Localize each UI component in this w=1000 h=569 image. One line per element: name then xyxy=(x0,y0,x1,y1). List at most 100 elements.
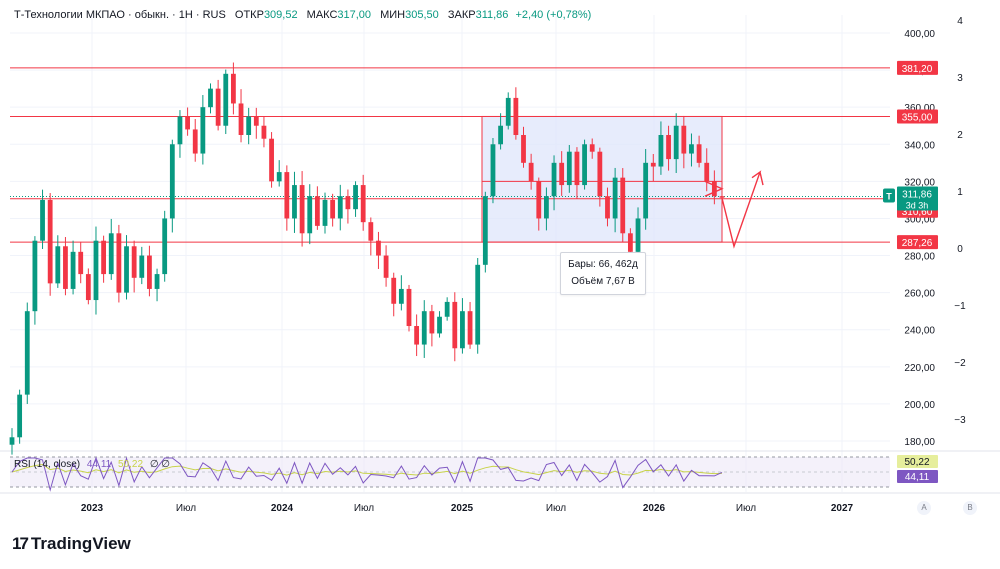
projection-arrow-down[interactable] xyxy=(704,180,724,197)
candle-body xyxy=(643,162,649,219)
close-label: ЗАКР xyxy=(447,9,476,21)
chart-grid xyxy=(0,15,1000,494)
candle-body xyxy=(131,246,137,278)
rsi-ma-tag: 50,22 xyxy=(897,455,938,468)
tooltip-bars: Бары: 66, 462д xyxy=(568,259,638,270)
tooltip-volume: Объём 7,67 B xyxy=(571,276,635,287)
time-axis-label: 2027 xyxy=(831,503,854,514)
candle-body xyxy=(70,251,76,289)
candle-body xyxy=(376,240,381,256)
rsi-legend-extra: ∅ ∅ xyxy=(149,459,171,470)
rsi-legend-ma: 50,22 xyxy=(118,459,144,470)
horizontal-levels xyxy=(10,67,890,243)
candle-body xyxy=(276,172,282,182)
tradingview-logo[interactable]: 17 TradingView xyxy=(12,534,131,554)
candle-body xyxy=(9,437,15,445)
candle-body xyxy=(605,196,610,219)
candle-body xyxy=(78,251,84,275)
candle-body xyxy=(566,151,572,186)
candle-body xyxy=(177,116,183,145)
svg-text:3d 3h: 3d 3h xyxy=(906,200,929,210)
svg-text:50,22: 50,22 xyxy=(904,457,929,468)
price-axis-label: 360,00 xyxy=(904,103,935,114)
candle-body xyxy=(475,264,481,345)
tradingview-wordmark: TradingView xyxy=(30,534,131,553)
candle-body xyxy=(505,97,511,126)
candle-body xyxy=(32,240,38,312)
candle-body xyxy=(391,277,397,304)
candle-body xyxy=(215,88,221,126)
auto-scale-button[interactable]: A xyxy=(917,501,931,515)
candle-body xyxy=(154,274,160,289)
range-tooltip: Бары: 66, 462д Объём 7,67 B xyxy=(560,252,646,295)
candle-body xyxy=(559,162,565,186)
candle-body xyxy=(414,326,420,345)
candle-body xyxy=(658,135,664,167)
candle-body xyxy=(17,394,23,438)
candle-body xyxy=(498,125,504,145)
candle-body xyxy=(421,311,427,345)
candle-body xyxy=(711,181,717,197)
candlestick-series xyxy=(9,62,725,455)
candle-body xyxy=(582,144,587,186)
candle-body xyxy=(101,240,107,275)
candle-body xyxy=(261,125,267,139)
svg-text:355,00: 355,00 xyxy=(902,112,933,123)
candle-body xyxy=(467,311,473,345)
candle-body xyxy=(612,177,618,219)
percent-axis-label: 4 xyxy=(957,16,963,27)
candle-body xyxy=(345,196,351,210)
projection-arrow-up[interactable] xyxy=(721,170,764,249)
candle-body xyxy=(597,151,603,197)
price-axis-label: 180,00 xyxy=(904,437,935,448)
candle-body xyxy=(673,125,679,160)
candle-body xyxy=(627,233,633,252)
svg-text:T: T xyxy=(886,191,892,201)
candle-body xyxy=(284,172,290,219)
price-axis-label: 340,00 xyxy=(904,140,935,151)
candle-body xyxy=(696,144,702,163)
candle-body xyxy=(85,274,91,301)
candle-body xyxy=(353,185,358,210)
price-axis-label: 280,00 xyxy=(904,252,935,263)
candle-body xyxy=(238,103,244,135)
time-axis-label: 2024 xyxy=(271,503,294,514)
ticker-badge: T xyxy=(883,188,895,203)
price-tag-381: 381,20 xyxy=(897,60,938,75)
chart-axes: 400,00380,00360,00340,00320,00300,00280,… xyxy=(81,16,966,514)
candle-body xyxy=(192,129,198,154)
candle-body xyxy=(185,116,190,130)
svg-text:287,26: 287,26 xyxy=(902,238,933,249)
tradingview-mark-icon: 17 xyxy=(12,534,29,553)
candle-body xyxy=(162,218,168,275)
percent-axis-label: −2 xyxy=(954,358,966,369)
symbol-title[interactable]: Т-Технологии МКПАО · обыкн. · 1Н · RUS xyxy=(14,9,226,21)
candle-body xyxy=(139,255,145,278)
candle-body xyxy=(521,135,526,163)
time-axis-label: Июл xyxy=(354,503,374,514)
candle-body xyxy=(368,222,374,241)
candle-body xyxy=(482,196,488,265)
candle-body xyxy=(444,301,450,317)
open-value: 309,52 xyxy=(263,9,298,21)
percent-axis-label: −1 xyxy=(954,301,966,312)
candle-body xyxy=(269,138,274,182)
time-axis-label: 2023 xyxy=(81,503,104,514)
candle-body xyxy=(574,151,580,186)
time-axis-label: Июл xyxy=(736,503,756,514)
scale-mode-button[interactable]: B xyxy=(963,501,977,515)
candle-body xyxy=(169,144,175,219)
candle-body xyxy=(528,162,534,182)
rsi-legend[interactable]: RSI (14, close) 44,11 50,22 ∅ ∅ xyxy=(14,459,170,470)
candle-body xyxy=(704,162,710,182)
candle-body xyxy=(650,162,656,167)
candle-body xyxy=(223,73,229,126)
candle-body xyxy=(124,246,129,293)
candle-body xyxy=(437,316,442,334)
candle-body xyxy=(230,73,236,104)
candle-body xyxy=(398,288,404,304)
candle-body xyxy=(719,196,725,198)
